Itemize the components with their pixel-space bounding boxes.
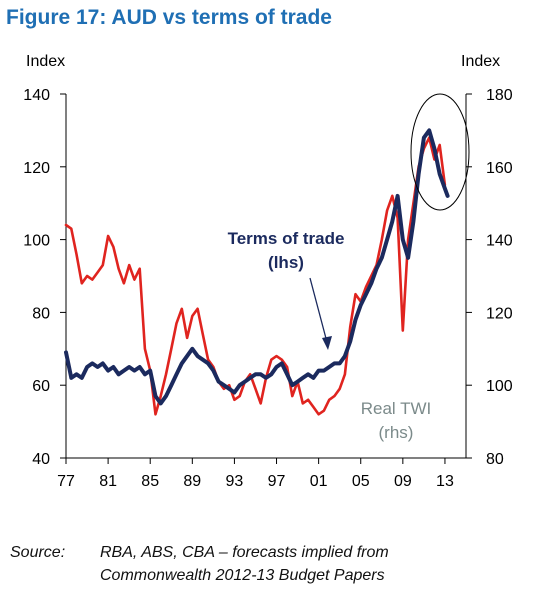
left-tick-label: 40 <box>32 451 50 468</box>
x-tick-label: 77 <box>57 473 75 490</box>
x-tick-label: 05 <box>352 473 370 490</box>
x-tick-label: 97 <box>268 473 286 490</box>
label-group: Index Index 140 120 100 80 60 40 180 160 140 120 100… <box>23 53 513 490</box>
figure-title: Figure 17: AUD vs terms of trade <box>6 6 332 29</box>
annotation-arrow-line <box>309 277 329 347</box>
source-text-line-2: Commonwealth 2012-13 Budget Papers <box>100 567 385 584</box>
left-tick-label: 120 <box>23 160 50 177</box>
terms-of-trade-axis-label: (lhs) <box>268 253 304 272</box>
left-tick-label: 60 <box>32 378 50 395</box>
x-tick-label: 09 <box>394 473 412 490</box>
right-tick-label: 100 <box>486 378 513 395</box>
left-axis-title: Index <box>26 53 65 70</box>
x-tick-label: 01 <box>310 473 328 490</box>
left-tick-label: 100 <box>23 233 50 250</box>
annotation-arrow-head <box>322 336 332 350</box>
source-label: Source: <box>10 544 66 561</box>
right-tick-label: 120 <box>486 305 513 322</box>
axes-group <box>60 93 472 464</box>
right-tick-label: 140 <box>486 233 513 250</box>
left-tick-label: 140 <box>23 87 50 104</box>
peak-highlight-ellipse <box>410 93 470 211</box>
x-tick-label: 85 <box>141 473 159 490</box>
chart: Index Index 140 120 100 80 60 40 180 160 140 120 100… <box>23 53 513 490</box>
right-axis-title: Index <box>461 53 500 70</box>
terms-of-trade-line <box>64 128 450 406</box>
right-tick-label: 80 <box>486 451 504 468</box>
x-tick-label: 93 <box>226 473 244 490</box>
series-group <box>64 128 450 416</box>
x-tick-label: 13 <box>436 473 454 490</box>
left-tick-label: 80 <box>32 305 50 322</box>
right-tick-label: 180 <box>486 87 513 104</box>
real-twi-label: Real TWI <box>361 399 432 418</box>
real-twi-line <box>64 136 447 416</box>
terms-of-trade-label: Terms of trade <box>228 229 345 248</box>
right-tick-label: 160 <box>486 160 513 177</box>
x-tick-label: 81 <box>99 473 117 490</box>
source-text-line-1: RBA, ABS, CBA – forecasts implied from <box>100 544 389 561</box>
x-tick-label: 89 <box>183 473 201 490</box>
real-twi-axis-label: (rhs) <box>379 423 414 442</box>
